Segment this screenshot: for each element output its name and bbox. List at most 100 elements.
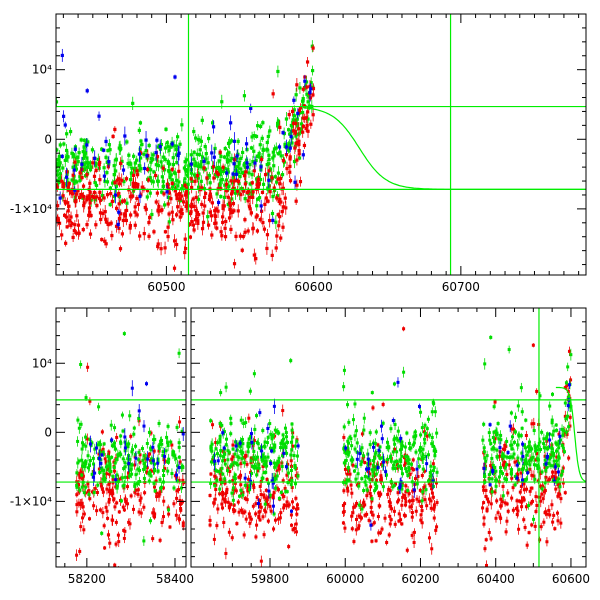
data-point [101,490,105,494]
data-point [361,454,365,458]
data-point [121,505,125,509]
data-point [417,457,421,461]
data-point [81,443,85,447]
data-point [131,101,135,105]
data-point [271,92,275,96]
data-point [286,471,290,475]
data-point [192,204,196,208]
data-point [99,481,103,485]
data-point [284,206,288,210]
data-point [174,193,179,197]
data-point [128,162,132,166]
data-point [231,180,235,185]
data-point [241,511,245,515]
data-point [292,113,296,118]
data-point [223,235,228,239]
data-point [421,490,425,494]
data-point [91,161,95,165]
data-point [368,462,372,466]
data-point [98,441,102,445]
data-point [88,168,93,172]
data-point [98,470,102,474]
data-point [177,351,181,355]
data-point [233,440,237,444]
data-point [174,513,178,517]
data-point [258,143,262,147]
data-point [163,146,168,150]
data-point [230,457,234,461]
data-point [88,210,92,214]
data-point [377,531,381,535]
data-point [288,170,292,174]
data-point [82,528,86,532]
data-point [241,493,245,497]
data-point [155,157,159,161]
data-point [291,435,295,439]
data-point [225,188,229,193]
data-point [270,253,274,258]
data-point [69,129,73,134]
data-point [265,246,269,251]
data-point [377,448,381,452]
data-point [342,489,346,493]
data-point [183,250,187,255]
data-point [403,445,407,449]
data-point [159,142,163,147]
data-point [229,139,234,143]
data-point [214,172,218,176]
data-point [432,444,436,448]
data-point [234,461,238,465]
data-point [371,470,375,474]
data-point [177,466,181,470]
data-point [380,437,384,441]
data-point [279,441,283,445]
data-point [563,491,567,495]
data-point [399,464,403,468]
data-point [79,192,84,197]
data-point [387,533,391,537]
data-point [156,209,160,213]
data-point [230,189,234,194]
data-point [435,431,439,435]
data-point [249,211,253,215]
data-point [254,158,258,163]
data-point [347,450,351,454]
data-point [295,117,299,121]
data-point [252,466,256,470]
data-point [426,453,430,457]
data-point [75,510,79,514]
data-point [387,487,391,491]
data-point [218,437,222,441]
data-point [253,161,257,165]
data-point [253,464,257,468]
data-point [266,455,270,459]
data-point [274,486,278,490]
data-point [155,138,159,142]
data-point [347,441,351,445]
data-point [222,520,226,524]
data-point [294,199,298,203]
data-point [190,220,194,224]
data-point [126,161,130,166]
data-point [362,416,366,420]
data-point [403,514,407,518]
season-group [481,335,573,567]
data-point [277,464,281,468]
data-point [77,195,82,200]
data-point [392,509,396,513]
data-point [73,179,77,183]
data-point [115,473,119,477]
data-point [200,202,204,207]
data-point [119,146,123,151]
data-point [271,218,275,222]
data-point [209,481,213,485]
data-point [214,488,218,492]
data-point [305,60,310,64]
data-point [139,167,143,171]
data-point [421,453,425,457]
data-point [123,446,127,450]
data-point [246,444,250,448]
data-point [96,443,100,447]
data-point [180,500,184,504]
data-point [218,492,222,496]
